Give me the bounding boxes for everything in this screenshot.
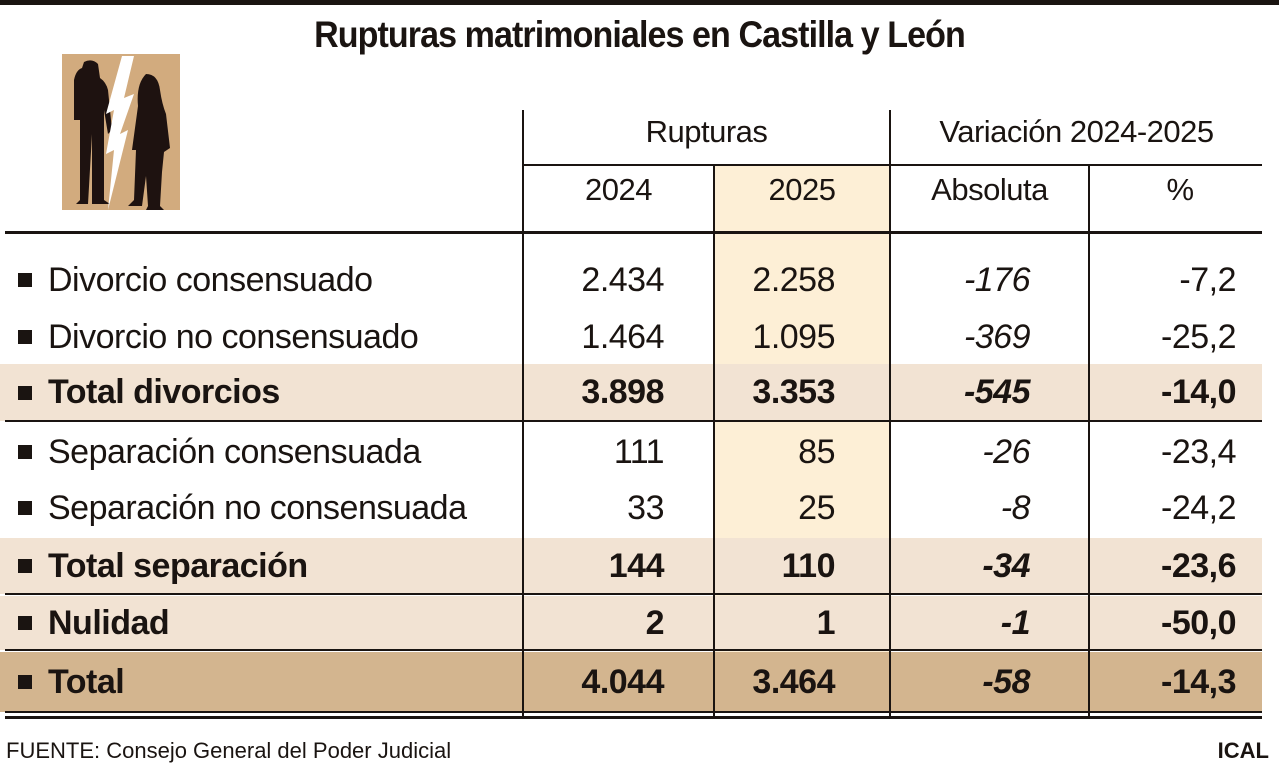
table-cell: 4.044 xyxy=(581,662,664,701)
group-header-variacion: Variación 2024-2025 xyxy=(939,114,1214,149)
table-cell: -545 xyxy=(963,373,1031,411)
divider xyxy=(889,233,891,716)
divider xyxy=(1088,233,1090,716)
table-row: Separación consensuada 111 85 -26 -23,4 xyxy=(0,424,1262,480)
table-row: Separación no consensuada 33 25 -8 -24,2 xyxy=(0,480,1262,536)
source-note: FUENTE: Consejo General del Poder Judici… xyxy=(6,738,452,763)
divider xyxy=(5,649,1262,651)
table-cell: -24,2 xyxy=(1161,488,1237,527)
table-cell: 144 xyxy=(608,546,665,585)
bullet-square-icon xyxy=(18,559,32,573)
bullet-square-icon xyxy=(18,616,32,630)
row-label-text: Total separación xyxy=(48,546,308,585)
table-cell: 1.095 xyxy=(752,317,835,356)
table-cell: 2 xyxy=(645,603,665,642)
table-cell: 2.258 xyxy=(752,260,835,299)
table-cell: -14,3 xyxy=(1161,662,1237,701)
divider xyxy=(889,110,891,232)
brand-logo: ICAL xyxy=(1217,738,1269,763)
bullet-square-icon xyxy=(18,675,32,689)
table-cell: 110 xyxy=(781,546,836,585)
row-label: Separación no consensuada xyxy=(18,480,467,536)
table-cell: -25,2 xyxy=(1161,317,1237,356)
group-header-rupturas: Rupturas xyxy=(645,114,768,149)
bullet-square-icon xyxy=(18,385,32,400)
row-label: Separación consensuada xyxy=(18,424,421,480)
table-cell: -58 xyxy=(982,662,1030,701)
table-cell: -34 xyxy=(982,546,1030,585)
table-row: Divorcio consensuado 2.434 2.258 -176 -7,2 xyxy=(0,252,1262,308)
table-cell: -7,2 xyxy=(1179,260,1236,299)
row-label-text: Separación no consensuada xyxy=(48,488,467,527)
row-label-text: Total divorcios xyxy=(48,373,280,411)
table-cell: -26 xyxy=(982,432,1030,471)
divider xyxy=(713,233,715,716)
couple-silhouette-icon xyxy=(74,56,170,210)
column-header-absoluta: Absoluta xyxy=(931,172,1048,207)
table-cell: 2.434 xyxy=(581,260,664,299)
divider xyxy=(522,233,524,716)
bullet-square-icon xyxy=(18,273,32,287)
row-label: Nulidad xyxy=(18,596,170,650)
divider xyxy=(5,420,1262,422)
table-cell: -1 xyxy=(1000,603,1031,642)
divider xyxy=(522,110,524,232)
row-label: Total divorcios xyxy=(18,364,280,421)
divider xyxy=(1088,165,1090,232)
table-row: Divorcio no consensuado 1.464 1.095 -369 -25… xyxy=(0,309,1262,365)
divider xyxy=(5,711,1262,713)
row-label-text: Nulidad xyxy=(48,603,170,642)
table-cell: 1 xyxy=(816,603,836,642)
divider xyxy=(522,164,1262,166)
table-cell: -23,4 xyxy=(1161,432,1237,471)
table-cell: 33 xyxy=(627,488,664,527)
divider xyxy=(5,716,1262,719)
divider xyxy=(5,231,1262,234)
table-cell: -369 xyxy=(963,317,1031,356)
table-row: Total divorcios 3.898 3.353 -545 -14,0 xyxy=(0,364,1262,421)
row-label: Total xyxy=(18,652,125,712)
column-header-2024: 2024 xyxy=(585,172,652,207)
table-cell: 25 xyxy=(798,488,835,527)
table-row: Nulidad 2 1 -1 -50,0 xyxy=(0,596,1262,650)
table-cell: 3.464 xyxy=(752,662,835,701)
table-cell: 85 xyxy=(798,432,835,471)
divider xyxy=(5,593,1262,595)
bullet-square-icon xyxy=(18,501,32,515)
column-header-2025: 2025 xyxy=(768,172,836,207)
couple-breakup-illustration xyxy=(62,54,180,210)
row-label-text: Total xyxy=(48,662,125,701)
table-cell: -50,0 xyxy=(1161,603,1237,642)
table-row: Total separación 144 110 -34 -23,6 xyxy=(0,538,1262,594)
row-label-text: Separación consensuada xyxy=(48,432,421,471)
table-cell: -14,0 xyxy=(1161,373,1237,411)
row-label-text: Divorcio no consensuado xyxy=(48,317,419,356)
table-cell: 111 xyxy=(613,432,665,471)
bullet-square-icon xyxy=(18,330,32,344)
row-label: Divorcio no consensuado xyxy=(18,309,419,365)
row-label: Divorcio consensuado xyxy=(18,252,373,308)
divider xyxy=(713,165,715,232)
top-bar xyxy=(0,0,1279,5)
table-cell: 3.353 xyxy=(752,373,835,411)
row-label: Total separación xyxy=(18,538,308,594)
row-label-text: Divorcio consensuado xyxy=(48,260,373,299)
page-title: Rupturas matrimoniales en Castilla y Leó… xyxy=(314,14,966,55)
table-cell: -23,6 xyxy=(1161,546,1237,585)
table-cell: -8 xyxy=(1000,488,1031,527)
table-row: Total 4.044 3.464 -58 -14,3 xyxy=(0,652,1262,712)
bullet-square-icon xyxy=(18,445,32,459)
table-cell: -176 xyxy=(963,260,1031,299)
table-cell: 1.464 xyxy=(581,317,664,356)
table-cell: 3.898 xyxy=(581,373,664,411)
column-header-percent: % xyxy=(1166,172,1194,207)
